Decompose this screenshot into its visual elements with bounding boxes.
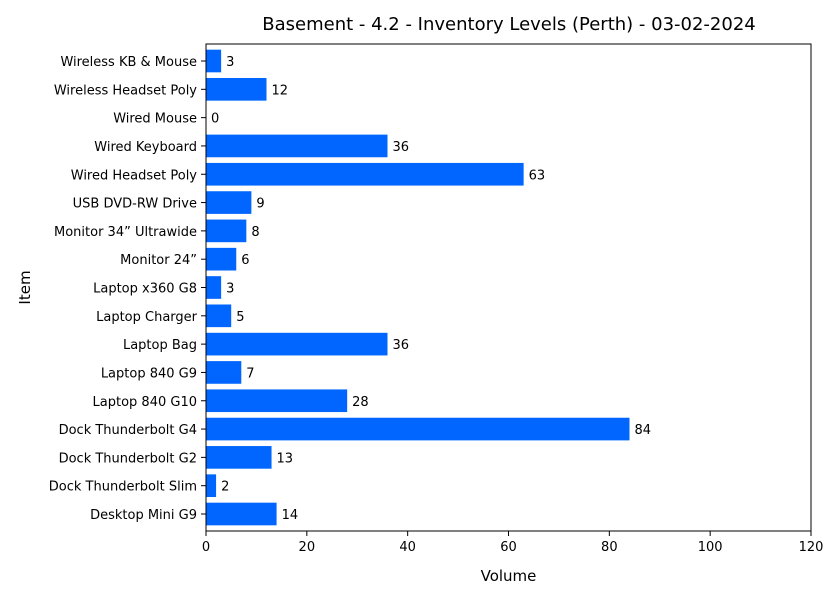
data-label-monitor-24: 6 [241,253,249,268]
y-tick-label-monitor-34-ultrawide: Monitor 34” Ultrawide [54,225,197,240]
y-tick-label-dock-thunderbolt-g2: Dock Thunderbolt G2 [59,451,197,466]
bar-laptop-bag [206,332,388,356]
y-tick-label-laptop-bag: Laptop Bag [123,338,197,353]
bar-monitor-34-ultrawide [206,219,247,243]
y-tick-label-dock-thunderbolt-slim: Dock Thunderbolt Slim [49,480,197,495]
data-label-desktop-mini-g9: 14 [282,508,299,523]
bar-monitor-24 [206,247,237,271]
bar-laptop-840-g9 [206,361,242,384]
bar-dock-thunderbolt-slim [206,474,217,498]
bar-wireless-headset-poly [206,77,267,101]
y-tick-label-monitor-24: Monitor 24” [120,253,197,268]
data-label-wireless-kb-mouse: 3 [226,55,234,70]
y-tick-label-wired-keyboard: Wired Keyboard [94,140,197,155]
bar-laptop-x360-g8 [206,276,222,299]
y-axis-ticks: Wireless KB & Mouse Wireless Headset Poly… [49,55,206,523]
y-tick-label-laptop-x360-g8: Laptop x360 G8 [93,282,197,297]
bar-wired-headset-poly [206,162,524,186]
data-label-laptop-charger: 5 [236,310,244,325]
x-axis-label: Volume [481,567,537,585]
plot-frame [205,43,812,532]
bars-group [206,49,630,526]
x-tick-label-60: 60 [500,540,517,555]
data-label-laptop-bag: 36 [393,338,410,353]
bar-dock-thunderbolt-g2 [206,446,272,469]
x-tick-label-80: 80 [601,540,618,555]
data-label-dock-thunderbolt-slim: 2 [221,480,229,495]
y-tick-label-laptop-charger: Laptop Charger [96,310,198,325]
bar-laptop-charger [206,304,232,328]
y-tick-label-wireless-kb-mouse: Wireless KB & Mouse [60,55,197,70]
data-label-laptop-840-g10: 28 [352,395,369,410]
bar-desktop-mini-g9 [206,502,277,526]
x-axis-ticks: 0 20 40 60 80 100 120 [202,531,824,555]
data-label-wired-keyboard: 36 [393,140,410,155]
bar-wired-keyboard [206,134,388,158]
x-tick-label-40: 40 [399,540,416,555]
data-label-wired-mouse: 0 [211,112,219,127]
y-tick-label-laptop-840-g10: Laptop 840 G10 [93,395,197,410]
data-label-usb-dvd-rw-drive: 9 [256,197,264,212]
y-axis-label: Item [16,270,34,304]
data-label-monitor-34-ultrawide: 8 [251,225,259,240]
y-tick-label-desktop-mini-g9: Desktop Mini G9 [90,508,197,523]
bar-laptop-840-g10 [206,389,348,413]
x-tick-label-100: 100 [698,540,723,555]
bar-usb-dvd-rw-drive [206,191,252,214]
y-tick-label-dock-thunderbolt-g4: Dock Thunderbolt G4 [59,423,197,438]
data-label-laptop-840-g9: 7 [246,366,254,381]
data-label-dock-thunderbolt-g2: 13 [277,451,294,466]
x-tick-label-120: 120 [799,540,824,555]
chart-title: Basement - 4.2 - Inventory Levels (Perth… [262,14,755,35]
data-label-wired-headset-poly: 63 [529,168,546,183]
x-tick-label-0: 0 [202,540,210,555]
y-tick-label-laptop-840-g9: Laptop 840 G9 [101,366,197,381]
bar-dock-thunderbolt-g4 [206,417,630,441]
y-tick-label-wired-mouse: Wired Mouse [113,112,197,127]
x-tick-label-20: 20 [299,540,316,555]
data-label-wireless-headset-poly: 12 [272,83,289,98]
y-tick-label-usb-dvd-rw-drive: USB DVD-RW Drive [73,197,197,212]
data-label-laptop-x360-g8: 3 [226,282,234,297]
data-label-dock-thunderbolt-g4: 84 [635,423,652,438]
bar-wireless-kb-mouse [206,49,222,73]
y-tick-label-wired-headset-poly: Wired Headset Poly [71,168,198,183]
y-tick-label-wireless-headset-poly: Wireless Headset Poly [54,83,197,98]
